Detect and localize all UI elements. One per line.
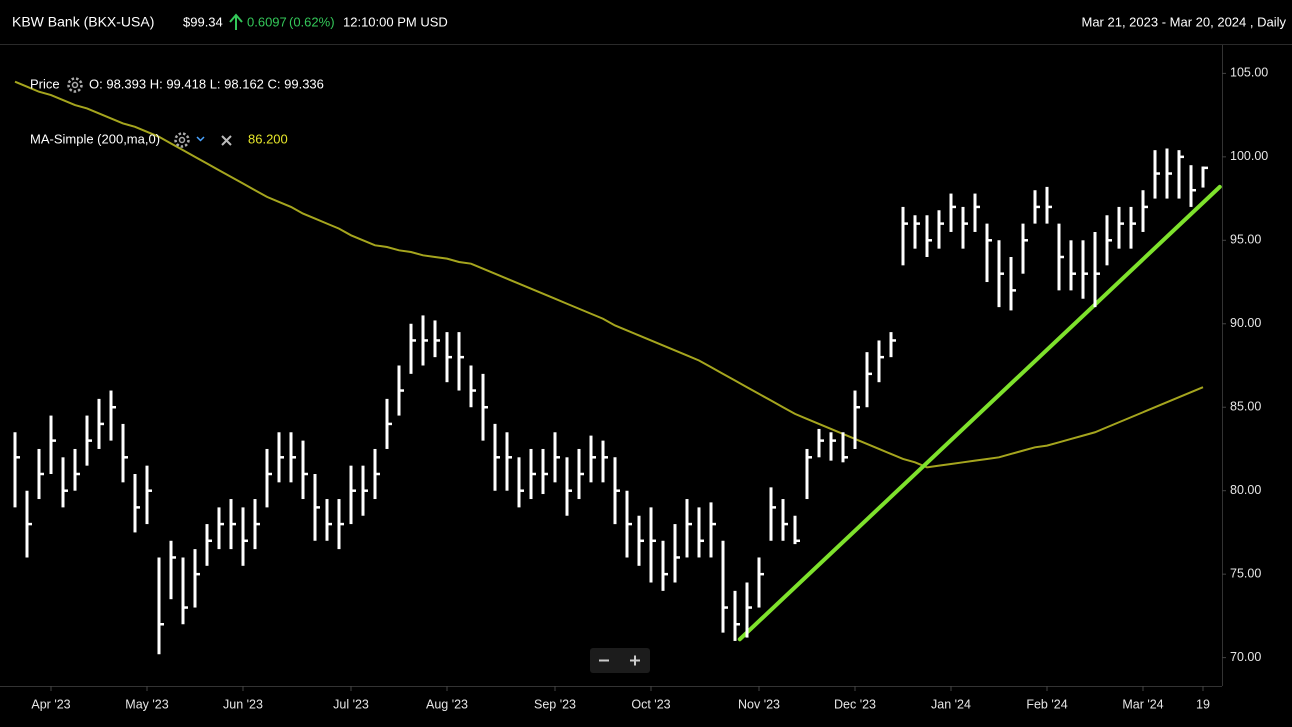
plot-area <box>13 80 1222 655</box>
remove-indicator[interactable] <box>221 135 232 146</box>
legend-price-name: Price <box>30 76 60 91</box>
y-tick-label: 100.00 <box>1230 149 1268 163</box>
date-range[interactable]: Mar 21, 2023 - Mar 20, 2024 , Daily <box>1082 14 1287 29</box>
x-tick-label: Jun '23 <box>223 697 263 711</box>
y-tick-label: 90.00 <box>1230 316 1261 330</box>
y-tick-label: 105.00 <box>1230 66 1268 80</box>
y-tick-label: 85.00 <box>1230 400 1261 414</box>
chart-title: KBW Bank (BKX-USA) <box>12 14 154 30</box>
y-tick-label: 80.00 <box>1230 483 1261 497</box>
legend-price-readout: O: 98.393 H: 99.418 L: 98.162 C: 99.336 <box>89 76 324 91</box>
x-tick-label: Jul '23 <box>333 697 369 711</box>
settings-icon[interactable] <box>67 77 83 93</box>
x-tick-label: Jan '24 <box>931 697 971 711</box>
zoom-in[interactable] <box>630 655 640 666</box>
y-tick-label: 75.00 <box>1230 566 1261 580</box>
x-tick-label: Nov '23 <box>738 697 780 711</box>
last-price: $99.34 <box>183 14 223 29</box>
x-tick-label: Dec '23 <box>834 697 876 711</box>
legend-ma-readout: 86.200 <box>248 131 288 146</box>
moving-average-line <box>14 80 1204 469</box>
settings-icon[interactable] <box>174 132 190 148</box>
x-tick-label: Mar '24 <box>1122 697 1163 711</box>
x-tick-label: Oct '23 <box>631 697 670 711</box>
change: 0.6097 <box>247 14 287 29</box>
dropdown-chevron[interactable] <box>196 136 205 142</box>
quote-time: 12:10:00 PM USD <box>343 14 448 29</box>
x-tick-label: Apr '23 <box>31 697 70 711</box>
trend-line <box>737 184 1222 642</box>
y-tick-label: 70.00 <box>1230 650 1261 664</box>
x-tick-label: 19 <box>1196 697 1210 711</box>
x-tick-label: May '23 <box>125 697 168 711</box>
change-percent: (0.62%) <box>289 14 335 29</box>
x-tick-label: Sep '23 <box>534 697 576 711</box>
zoom-controls <box>590 648 650 673</box>
y-tick-label: 95.00 <box>1230 233 1261 247</box>
legend-ma-name: MA-Simple (200,ma,0) <box>30 131 160 146</box>
x-tick-label: Aug '23 <box>426 697 468 711</box>
x-tick-label: Feb '24 <box>1026 697 1067 711</box>
up-arrow <box>229 13 243 30</box>
